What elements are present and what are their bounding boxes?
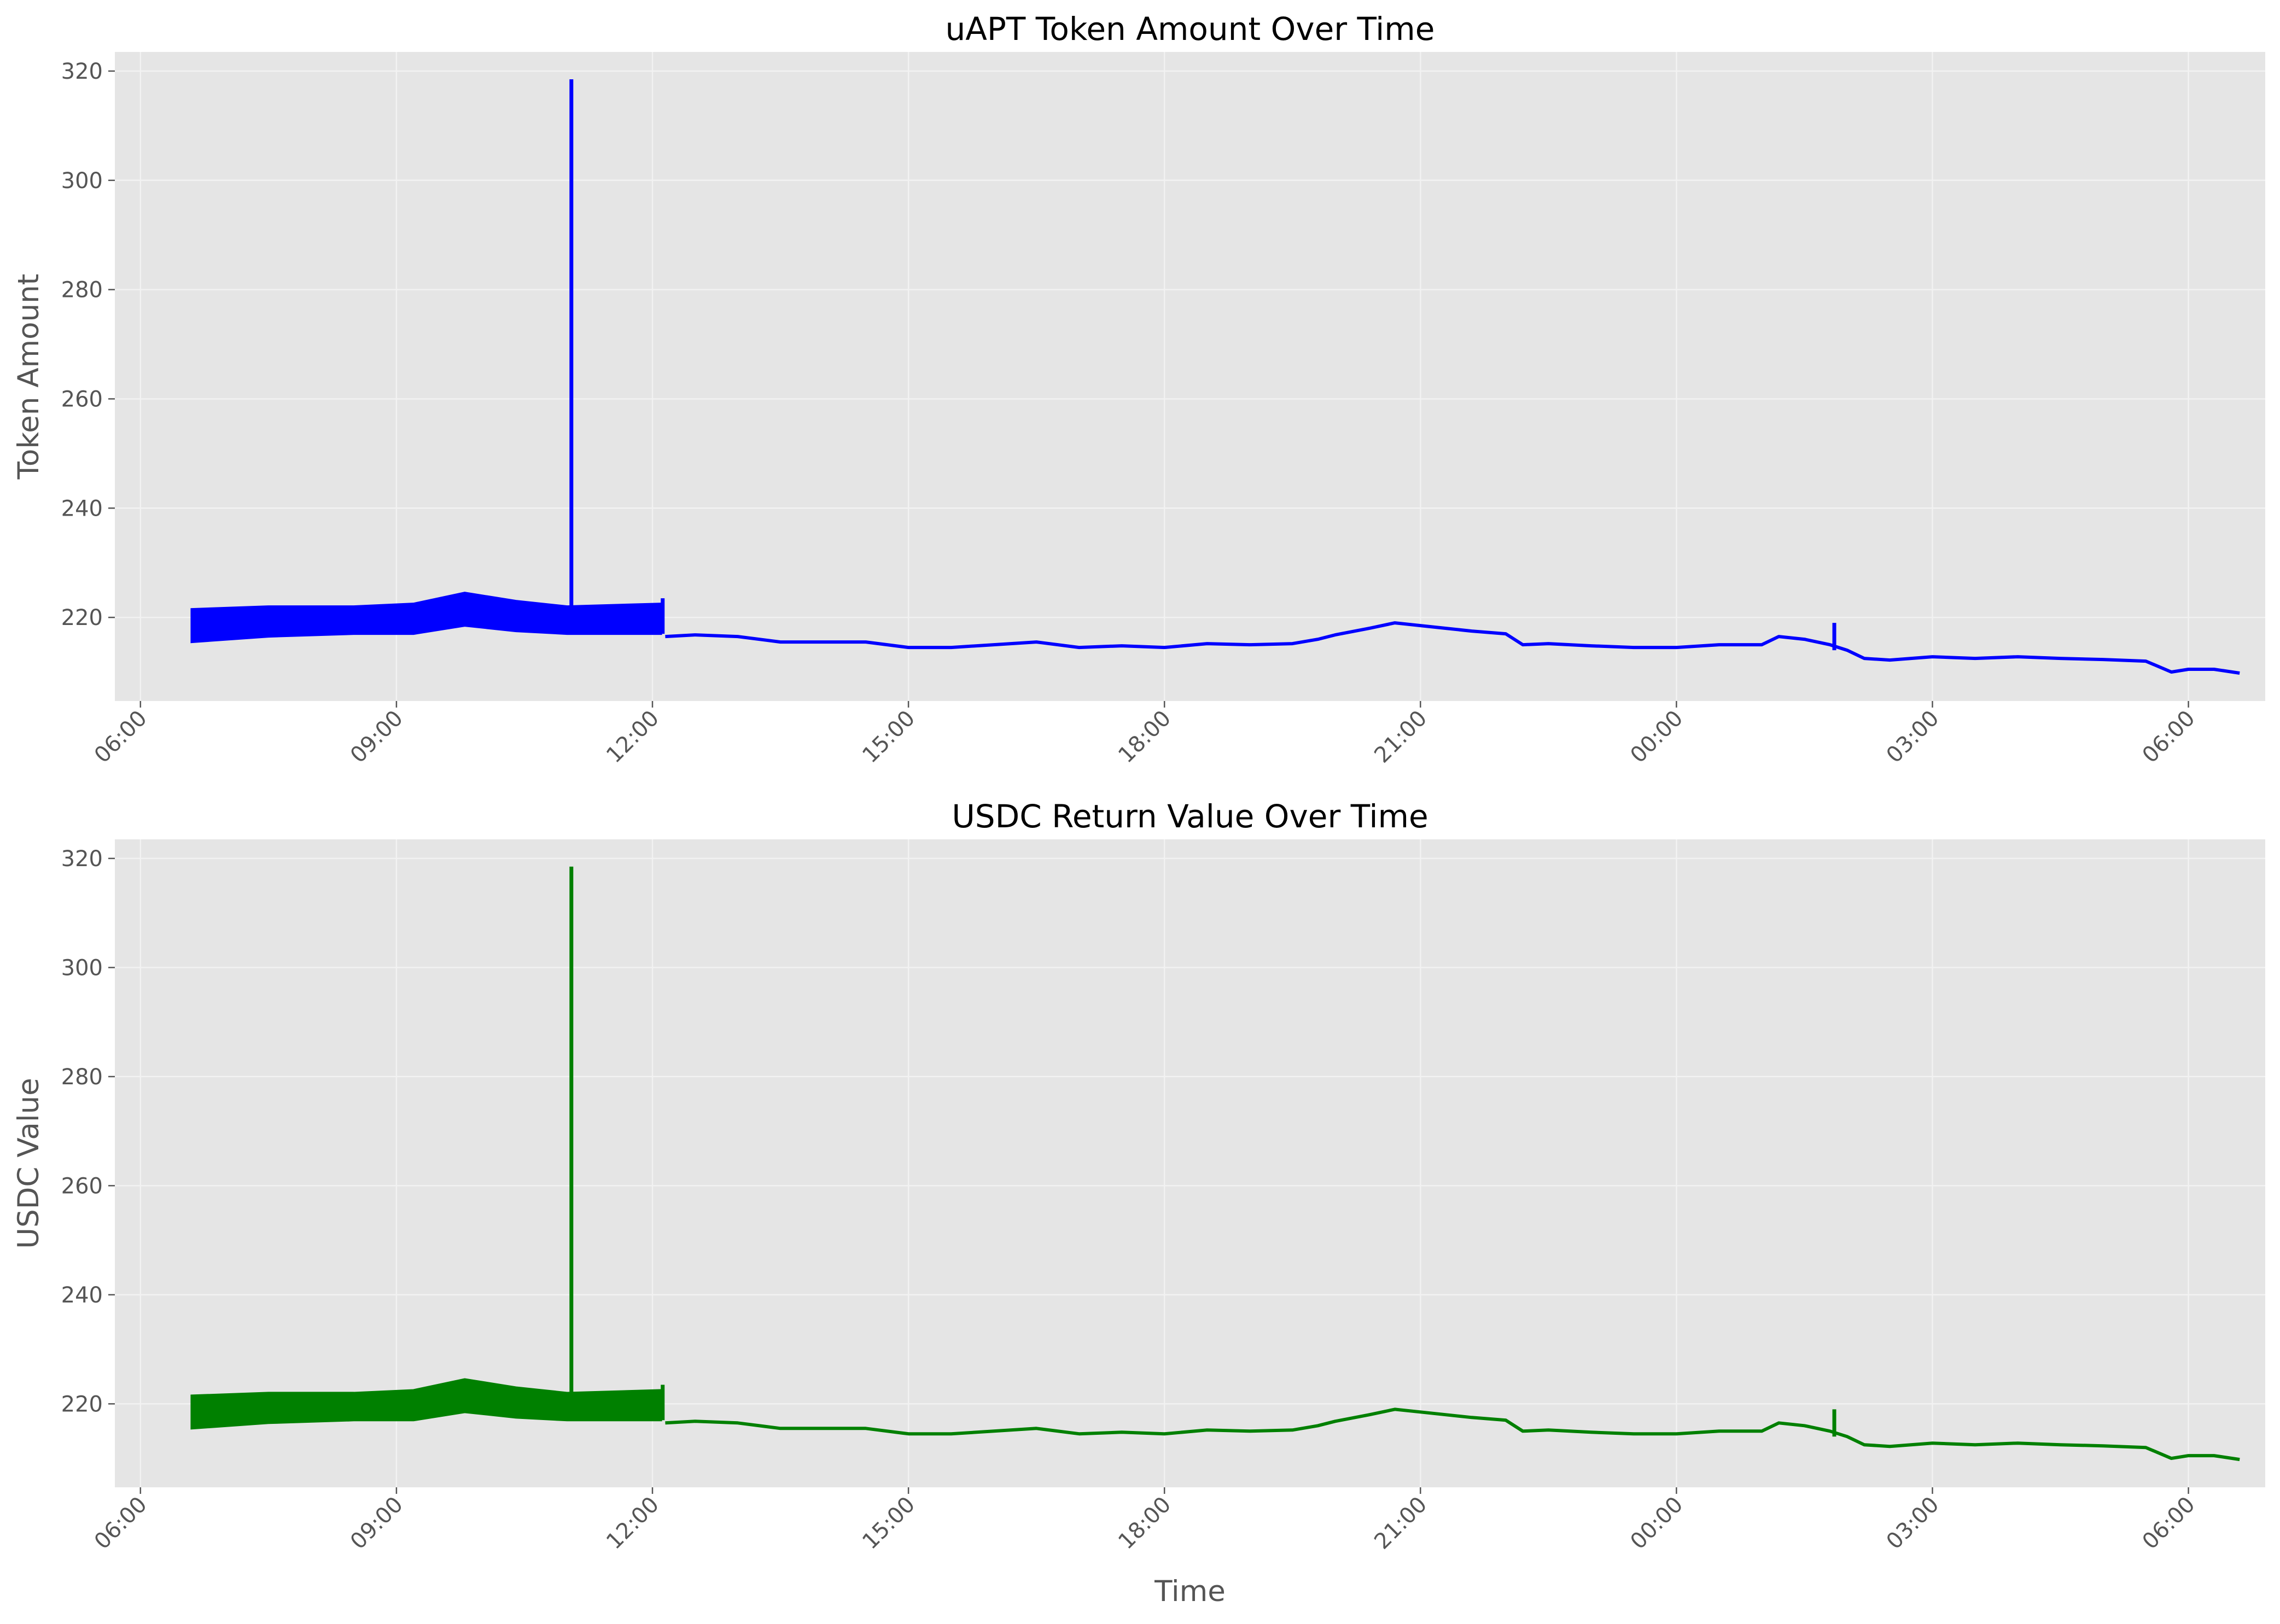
- chart-panel-token-amount: 220 240 260 280 300 320 06:00 09:00 12:00 15:00 18…: [12, 10, 2265, 768]
- x-tick-label: 21:00: [1369, 706, 1432, 768]
- chart-panel-usdc-value: 220 240 260 280 300 320 06:00 09:00 12:00 15:00 18…: [12, 798, 2265, 1608]
- x-tick-label: 06:00: [2138, 706, 2200, 768]
- x-tick-label: 06:00: [90, 706, 152, 768]
- plot-area: [115, 839, 2265, 1487]
- x-tick-label: 09:00: [346, 1492, 408, 1555]
- plot-area: [115, 52, 2265, 701]
- y-tick-label: 260: [61, 1173, 103, 1199]
- y-axis-label: Token Amount: [12, 274, 45, 480]
- x-tick-label: 09:00: [346, 706, 408, 768]
- x-tick-label: 06:00: [2138, 1492, 2200, 1555]
- y-tick-label: 260: [61, 387, 103, 412]
- y-tick-label: 240: [61, 1283, 103, 1308]
- x-tick-label: 18:00: [1113, 706, 1176, 768]
- x-tick-label: 12:00: [602, 706, 664, 768]
- x-tick-label: 12:00: [602, 1492, 664, 1555]
- y-tick-label: 220: [61, 1392, 103, 1417]
- x-tick-label: 03:00: [1882, 706, 1944, 768]
- y-tick-label: 240: [61, 496, 103, 521]
- x-tick-label: 06:00: [90, 1492, 152, 1555]
- y-tick-label: 320: [61, 846, 103, 872]
- y-tick-label: 220: [61, 605, 103, 630]
- y-tick-label: 300: [61, 168, 103, 194]
- x-tick-label: 15:00: [858, 1492, 920, 1555]
- x-tick-label: 18:00: [1113, 1492, 1176, 1555]
- x-axis-label: Time: [1154, 1575, 1226, 1608]
- x-tick-label: 00:00: [1625, 706, 1688, 768]
- y-tick-label: 300: [61, 955, 103, 980]
- y-tick-label: 320: [61, 59, 103, 84]
- x-tick-label: 15:00: [858, 706, 920, 768]
- chart-title: USDC Return Value Over Time: [952, 798, 1428, 835]
- y-tick-label: 280: [61, 278, 103, 303]
- y-axis-label: USDC Value: [12, 1078, 45, 1249]
- x-tick-label: 21:00: [1369, 1492, 1432, 1555]
- chart-title: uAPT Token Amount Over Time: [946, 10, 1435, 48]
- x-tick-label: 00:00: [1625, 1492, 1688, 1555]
- x-tick-label: 03:00: [1882, 1492, 1944, 1555]
- y-tick-label: 280: [61, 1065, 103, 1090]
